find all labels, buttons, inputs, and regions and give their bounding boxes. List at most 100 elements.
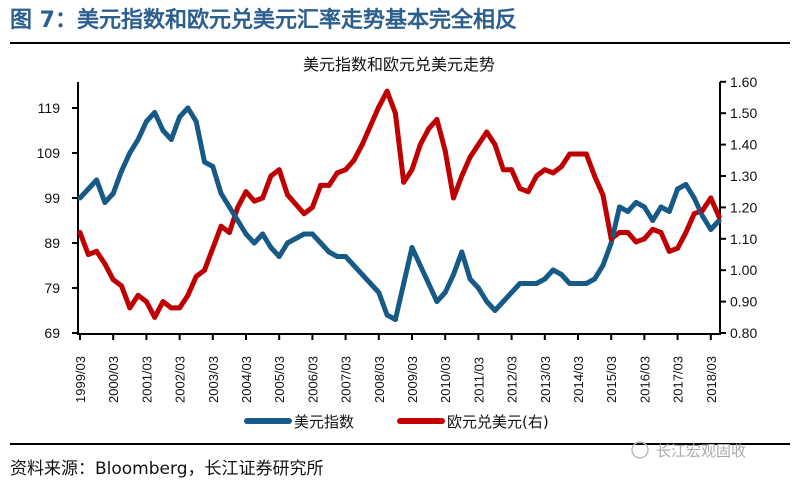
usd-index-point — [218, 191, 224, 196]
usd-index-point — [309, 231, 315, 237]
eurusd-point — [334, 170, 340, 176]
eurusd-point — [193, 273, 199, 279]
usd-index-point — [558, 272, 564, 277]
usd-index-point — [517, 281, 523, 286]
usd-index-point — [359, 272, 365, 277]
usd-index-point — [376, 290, 382, 295]
eurusd-point — [94, 248, 100, 254]
legend-label-usd-index: 美元指数 — [294, 413, 354, 431]
usd-index-point — [467, 276, 473, 282]
usd-index-point — [318, 240, 324, 246]
usd-index-point — [326, 249, 332, 255]
x-tick-label: 2008/03 — [372, 356, 387, 403]
usd-index-point — [102, 200, 108, 205]
left-tick-label: 79 — [44, 280, 60, 296]
right-tick-label: 0.80 — [730, 325, 757, 341]
eurusd-point — [459, 173, 465, 179]
x-tick-label: 2010/03 — [438, 356, 453, 403]
eurusd-point — [517, 186, 523, 192]
right-tick-label: 1.60 — [730, 74, 757, 90]
usd-index-point — [625, 209, 631, 214]
eurusd-point — [700, 208, 705, 214]
eurusd-point — [484, 129, 490, 135]
usd-index-point — [351, 263, 357, 268]
eurusd-point — [384, 88, 390, 94]
eurusd-point — [210, 245, 216, 251]
x-tick-label: 2015/03 — [604, 356, 619, 403]
usd-index-point — [368, 281, 373, 286]
usd-index-point — [484, 299, 490, 304]
x-tick-label: 2014/03 — [571, 356, 586, 403]
eurusd-point — [550, 170, 556, 176]
eurusd-point — [434, 116, 440, 122]
usd-index-point — [666, 209, 672, 214]
eurusd-point — [309, 204, 315, 210]
usd-index-point — [210, 164, 216, 169]
eurusd-point — [500, 167, 506, 173]
usd-index-point — [85, 186, 91, 192]
x-tick-label: 2011/03 — [471, 357, 486, 403]
usd-index-point — [177, 114, 183, 120]
eurusd-point — [285, 192, 290, 198]
eurusd-point — [85, 252, 91, 257]
left-tick-label: 69 — [44, 325, 60, 341]
left-tick-label: 119 — [38, 100, 61, 116]
eurusd-point — [77, 230, 83, 236]
eurusd-point — [509, 167, 515, 173]
usd-index-point — [285, 240, 290, 246]
usd-index-point — [392, 317, 398, 322]
usd-index-point — [708, 227, 714, 232]
eurusd-point — [318, 182, 324, 188]
usd-index-point — [600, 263, 606, 268]
usd-index-point — [716, 218, 722, 223]
usd-index-point — [293, 236, 299, 241]
usd-index-point — [260, 231, 266, 237]
usd-index-point — [276, 254, 282, 259]
usd-index-point — [442, 290, 448, 295]
x-tick-label: 2004/03 — [239, 356, 254, 403]
eurusd-point — [260, 195, 266, 201]
chart-title: 美元指数和欧元兑美元走势 — [303, 55, 495, 74]
eurusd-point — [368, 123, 373, 129]
usd-index-point — [475, 285, 481, 291]
eurusd-point — [467, 154, 473, 160]
eurusd-point — [600, 192, 606, 198]
eurusd-point — [525, 189, 531, 195]
usd-index-point — [384, 312, 390, 318]
usd-index-point — [542, 276, 548, 282]
usd-index-point — [617, 204, 622, 210]
eurusd-point — [110, 277, 116, 283]
usd-index-point — [500, 299, 506, 304]
usd-index-point — [152, 110, 158, 115]
usd-index-point — [575, 281, 581, 286]
eurusd-point — [202, 267, 207, 273]
usd-index-point — [243, 231, 249, 237]
eurusd-point — [376, 104, 382, 110]
usd-index-point — [127, 150, 133, 156]
eurusd-point — [359, 142, 365, 148]
usd-index-point — [417, 263, 423, 268]
right-tick-label: 1.40 — [730, 137, 757, 153]
eurusd-point — [625, 230, 631, 236]
eurusd-point — [152, 314, 158, 320]
eurusd-point — [417, 142, 423, 148]
x-tick-label: 1999/03 — [73, 356, 88, 403]
eurusd-point — [235, 204, 241, 210]
eurusd-point — [119, 283, 124, 289]
eurusd-point — [708, 195, 714, 201]
right-tick-label: 1.10 — [730, 231, 757, 247]
x-tick-label: 2013/03 — [538, 356, 553, 403]
usd-index-point — [583, 281, 589, 286]
usd-index-point — [334, 254, 340, 259]
eurusd-point — [127, 305, 133, 311]
eurusd-point — [633, 239, 639, 245]
wechat-icon — [631, 441, 649, 459]
eurusd-point — [675, 245, 681, 251]
right-tick-label: 1.20 — [730, 199, 757, 215]
usd-index-point — [426, 281, 432, 286]
legend: 美元指数 欧元兑美元(右) — [244, 413, 549, 431]
eurusd-point — [558, 164, 564, 170]
eurusd-point — [392, 110, 398, 116]
eurusd-point — [293, 201, 299, 207]
eurusd-point — [666, 248, 672, 254]
